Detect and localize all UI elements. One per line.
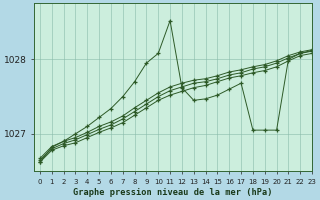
X-axis label: Graphe pression niveau de la mer (hPa): Graphe pression niveau de la mer (hPa) — [73, 188, 273, 197]
